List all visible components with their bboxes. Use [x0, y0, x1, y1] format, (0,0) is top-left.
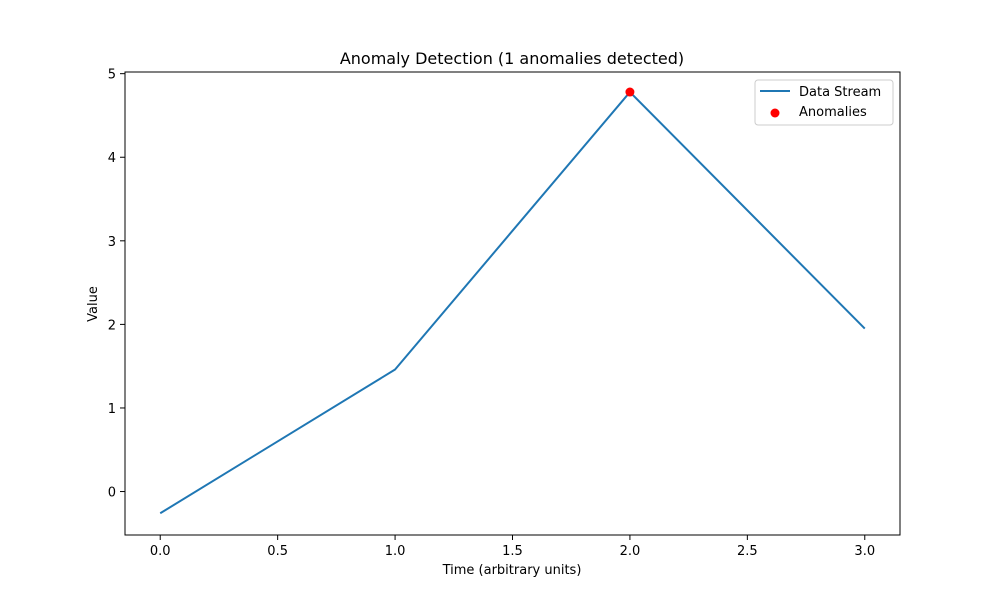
- y-tick-label: 1: [108, 402, 116, 417]
- y-tick-label: 2: [108, 318, 116, 333]
- x-tick-label: 2.0: [620, 544, 641, 559]
- x-tick-label: 2.5: [737, 544, 758, 559]
- y-tick-label: 3: [108, 235, 116, 250]
- x-axis-title: Time (arbitrary units): [442, 563, 582, 578]
- series-line-data-stream: [159, 91, 866, 515]
- y-tick-label: 5: [108, 68, 116, 83]
- legend: Data Stream Anomalies: [754, 79, 894, 126]
- x-tick-label: 0.0: [150, 544, 171, 559]
- y-tick-label: 4: [108, 151, 116, 166]
- y-tick-label: 0: [108, 486, 116, 501]
- y-axis-title: Value: [86, 286, 101, 322]
- legend-label-data-stream: Data Stream: [799, 85, 881, 100]
- x-tick-label: 1.0: [385, 544, 406, 559]
- legend-swatch-anomalies: [770, 108, 780, 118]
- x-tick-label: 0.5: [267, 544, 288, 559]
- plot-area: 0.0 0.5 1.0 1.5 2.0 2.5 3.0 0 1 2 3 4 5: [108, 68, 901, 559]
- x-tick-label: 1.5: [502, 544, 523, 559]
- chart-title: Anomaly Detection (1 anomalies detected): [340, 49, 684, 68]
- x-tick-label: 3.0: [854, 544, 875, 559]
- anomaly-point: [625, 87, 635, 97]
- legend-label-anomalies: Anomalies: [799, 105, 867, 120]
